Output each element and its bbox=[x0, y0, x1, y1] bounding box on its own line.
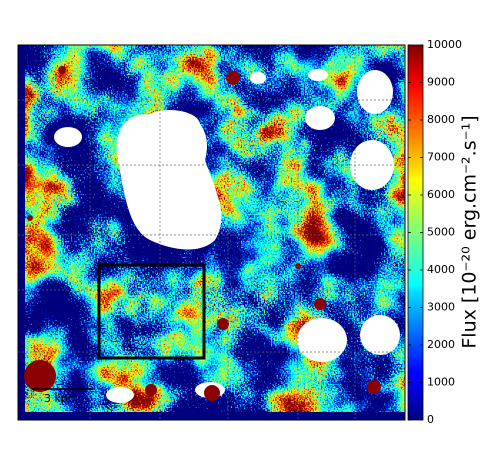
colorbar-tick-label: 5000 bbox=[427, 226, 455, 239]
colorbar-tick-label: 10000 bbox=[427, 38, 462, 51]
scale-bar-label: 3 kpc bbox=[44, 392, 74, 405]
map-frame bbox=[17, 44, 406, 421]
colorbar-tick-label: 2000 bbox=[427, 338, 455, 351]
zoom-box bbox=[97, 263, 206, 360]
edge bbox=[18, 45, 25, 420]
colorbar-tick-label: 6000 bbox=[427, 188, 455, 201]
colorbar-tick-label: 4000 bbox=[427, 263, 455, 276]
saturated-regions bbox=[54, 69, 400, 403]
colorbar-tick-label: 7000 bbox=[427, 151, 455, 164]
flux-map: 3 kpc bbox=[17, 44, 406, 421]
colorbar-tick-label: 1000 bbox=[427, 376, 455, 389]
colorbar-tick-label: 0 bbox=[427, 413, 434, 426]
colorbar-tick-label: 3000 bbox=[427, 301, 455, 314]
hot-spots bbox=[24, 66, 381, 401]
colorbar-tick-label: 9000 bbox=[427, 76, 455, 89]
edge bbox=[18, 412, 405, 420]
colorbar: 0 1000 2000 3000 4000 5000 6000 7000 8000 9000 100… bbox=[407, 38, 462, 426]
colorbar-tick-label: 8000 bbox=[427, 113, 455, 126]
colorbar-label: Flux [10⁻²⁰ erg.cm⁻².s⁻¹] bbox=[459, 115, 481, 348]
